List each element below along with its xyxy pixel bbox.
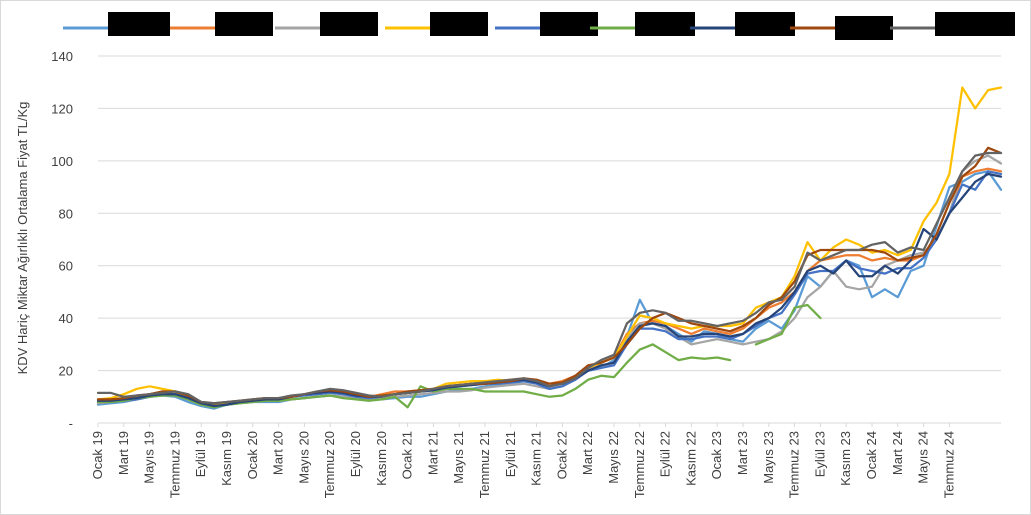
legend-redacted-label <box>215 12 273 36</box>
series-line-1 <box>96 170 1003 410</box>
y-tick-label: 80 <box>59 206 73 221</box>
x-tick-label: Kasım 23 <box>838 431 853 486</box>
x-tick-label: Ocak 19 <box>90 431 105 479</box>
x-tick-label: Mayıs 19 <box>142 431 157 484</box>
series-lines <box>96 86 1003 410</box>
y-tick-label: - <box>69 416 73 431</box>
x-tick-label: Ocak 23 <box>709 431 724 479</box>
legend-redacted-label <box>935 12 1015 36</box>
x-tick-label: Mart 19 <box>116 431 131 475</box>
x-axis-ticks: Ocak 19 Mart 19 Mayıs 19 Temmuz 19 Eylül 19 K… <box>90 423 956 498</box>
x-tick-label: Temmuz 22 <box>632 431 647 498</box>
x-tick-label: Mart 24 <box>890 431 905 475</box>
series-line-9 <box>96 151 1003 405</box>
series-line-6 <box>96 303 822 409</box>
y-axis-label: KDV Hariç Miktar Ağırlıklı Ortalama Fiya… <box>15 102 30 375</box>
x-tick-label: Ocak 20 <box>245 431 260 479</box>
legend-redacted-label <box>735 12 795 36</box>
x-tick-label: Mayıs 21 <box>451 431 466 484</box>
legend <box>63 12 1015 40</box>
y-tick-label: 100 <box>51 154 73 169</box>
legend-redacted-label <box>320 12 378 36</box>
x-tick-label: Ocak 21 <box>400 431 415 479</box>
x-tick-label: Mayıs 20 <box>296 431 311 484</box>
x-tick-label: Mayıs 22 <box>606 431 621 484</box>
legend-redacted-label <box>635 12 695 36</box>
x-tick-label: Eylül 21 <box>503 431 518 477</box>
x-tick-label: Temmuz 23 <box>787 431 802 498</box>
x-tick-label: Temmuz 19 <box>167 431 182 498</box>
x-tick-label: Kasım 22 <box>683 431 698 486</box>
y-tick-label: 40 <box>59 311 73 326</box>
x-tick-label: Kasım 19 <box>219 431 234 486</box>
x-tick-label: Temmuz 24 <box>941 431 956 498</box>
x-tick-label: Eylül 20 <box>348 431 363 477</box>
y-tick-label: 140 <box>51 49 73 64</box>
x-tick-label: Mart 20 <box>271 431 286 475</box>
y-axis-ticks: - 20 40 60 80 100 120 140 <box>51 49 73 431</box>
x-tick-label: Ocak 22 <box>554 431 569 479</box>
x-tick-label: Mart 21 <box>425 431 440 475</box>
x-tick-label: Eylül 19 <box>193 431 208 477</box>
x-tick-label: Mayıs 23 <box>761 431 776 484</box>
legend-redacted-label <box>108 12 170 36</box>
x-tick-label: Kasım 21 <box>529 431 544 486</box>
x-tick-label: Temmuz 21 <box>477 431 492 498</box>
series-line-7 <box>96 172 1003 408</box>
x-tick-label: Eylül 22 <box>658 431 673 477</box>
series-line-5 <box>96 170 1003 409</box>
y-tick-label: 120 <box>51 101 73 116</box>
x-tick-label: Eylül 23 <box>812 431 827 477</box>
x-tick-label: Temmuz 20 <box>322 431 337 498</box>
y-tick-label: 20 <box>59 364 73 379</box>
legend-redacted-label <box>835 16 893 40</box>
series-line-2 <box>96 167 1003 406</box>
x-tick-label: Mart 23 <box>735 431 750 475</box>
gridlines <box>98 55 1001 424</box>
x-tick-label: Mayıs 24 <box>916 431 931 484</box>
legend-redacted-label <box>430 12 488 36</box>
y-tick-label: 60 <box>59 259 73 274</box>
x-tick-label: Mart 22 <box>580 431 595 475</box>
legend-redacted-label <box>540 12 598 36</box>
x-tick-label: Kasım 20 <box>374 431 389 486</box>
x-tick-label: Ocak 24 <box>864 431 879 479</box>
